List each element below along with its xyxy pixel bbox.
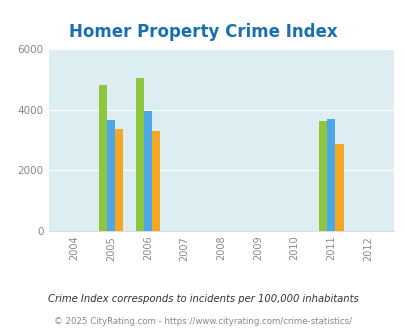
Text: Crime Index corresponds to incidents per 100,000 inhabitants: Crime Index corresponds to incidents per… xyxy=(47,294,358,304)
Bar xyxy=(143,111,151,231)
Bar xyxy=(107,120,115,231)
Bar xyxy=(326,119,335,231)
Bar xyxy=(151,131,160,231)
Bar xyxy=(135,78,143,231)
Text: Homer Property Crime Index: Homer Property Crime Index xyxy=(68,23,337,41)
Bar xyxy=(115,129,123,231)
Bar xyxy=(99,85,107,231)
Bar xyxy=(318,121,326,231)
Text: © 2025 CityRating.com - https://www.cityrating.com/crime-statistics/: © 2025 CityRating.com - https://www.city… xyxy=(54,317,351,326)
Bar xyxy=(335,144,343,231)
